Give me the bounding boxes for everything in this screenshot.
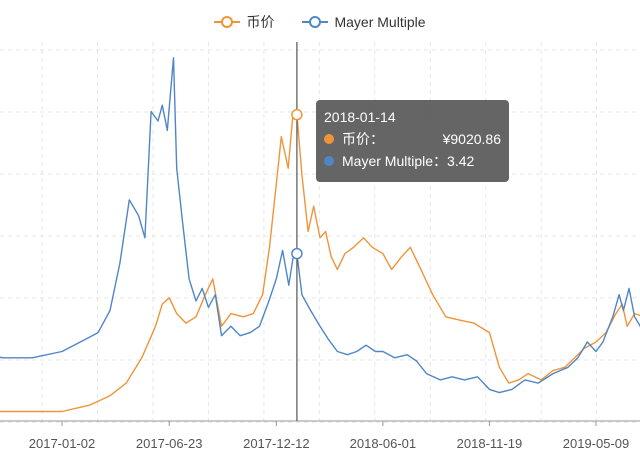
tooltip-row-price: 币价： ¥9020.86 <box>324 128 501 150</box>
tooltip-row-mayer: Mayer Multiple： 3.42 <box>324 150 501 172</box>
tooltip-mayer-value: 3.42 <box>447 153 475 169</box>
series-line-mayer <box>0 57 640 394</box>
highlight-point-price <box>291 108 303 121</box>
tooltip-price-label: 币价： <box>342 131 384 147</box>
x-tick-label: 2018-11-19 <box>457 436 523 451</box>
x-tick-label: 2017-06-23 <box>136 436 203 451</box>
line-ring-icon-mayer <box>302 15 329 29</box>
price-dot-icon <box>324 134 334 144</box>
legend-item-mayer[interactable]: Mayer Multiple <box>302 12 426 32</box>
x-tick-label: 2019-05-09 <box>563 436 630 451</box>
highlight-point-mayer <box>291 247 303 260</box>
line-ring-icon-price <box>214 15 241 29</box>
chart-tooltip: 2018-01-14 币价： ¥9020.86 Mayer Multiple： … <box>316 100 509 182</box>
x-tick-label: 2018-06-01 <box>350 436 417 451</box>
x-tick-label: 2017-01-02 <box>29 436 96 451</box>
legend-label-price: 币价 <box>246 14 275 30</box>
tooltip-mayer-label: Mayer Multiple： <box>342 153 448 169</box>
legend-item-price[interactable]: 币价 <box>214 12 274 32</box>
legend-label-mayer: Mayer Multiple <box>334 14 426 30</box>
chart-legend: 币价 Mayer Multiple <box>0 12 640 32</box>
tooltip-date: 2018-01-14 <box>324 109 396 125</box>
mayer-dot-icon <box>324 156 334 166</box>
x-tick-label: 2017-12-12 <box>243 436 310 451</box>
tooltip-price-value: ¥9020.86 <box>442 131 501 147</box>
series-line-price <box>0 110 640 413</box>
